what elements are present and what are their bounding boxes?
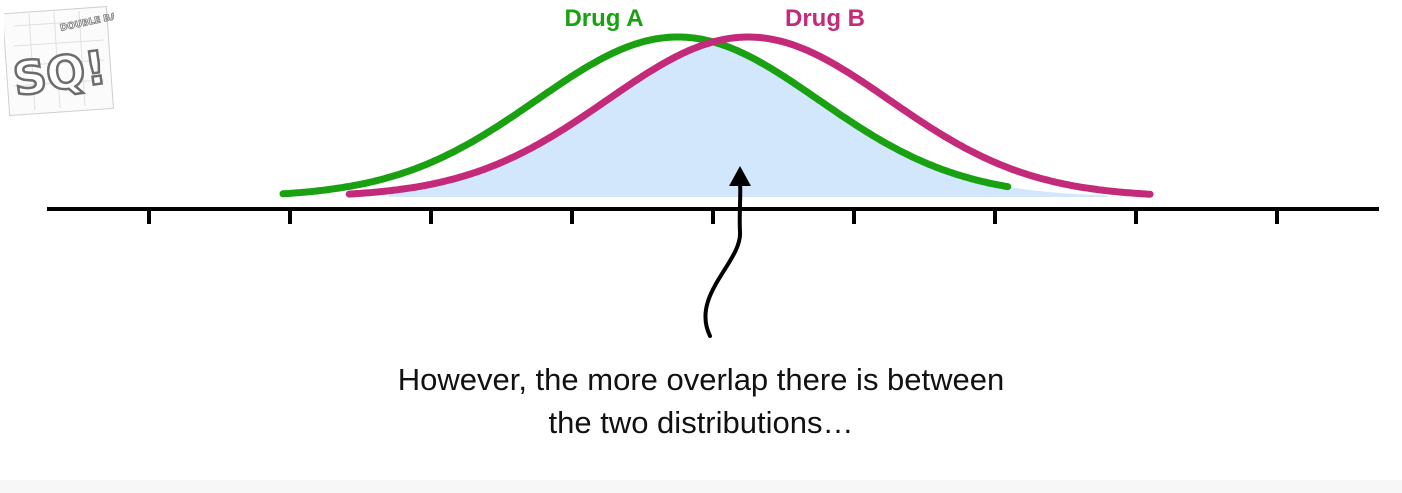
axis-ticks bbox=[147, 209, 1279, 224]
arrow-head bbox=[729, 166, 751, 186]
drug-b-label: Drug B bbox=[785, 5, 865, 32]
drug-a-curve bbox=[279, 33, 1012, 198]
drug-b-curve bbox=[345, 33, 1154, 198]
caption: However, the more overlap there is betwe… bbox=[0, 358, 1402, 444]
caption-line-1: However, the more overlap there is betwe… bbox=[397, 362, 1005, 397]
arrow-shaft bbox=[703, 180, 743, 338]
bottom-strip bbox=[0, 480, 1402, 493]
drug-a-label: Drug A bbox=[564, 5, 643, 32]
caption-line-2: the two distributions… bbox=[548, 405, 854, 440]
overlap-area bbox=[388, 41, 1108, 198]
statquest-logo: SQ! DOUBLE BAM!!! bbox=[4, 6, 114, 116]
